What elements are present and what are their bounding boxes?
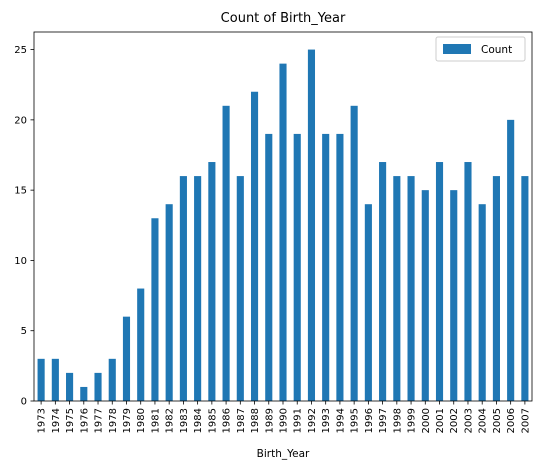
x-tick-label: 2002 bbox=[449, 408, 460, 433]
x-tick-label: 1983 bbox=[179, 408, 190, 433]
y-ticks-group: 0 5 10 15 20 25 bbox=[14, 45, 34, 408]
x-axis-label: Birth_Year bbox=[257, 448, 310, 460]
y-tick-label: 25 bbox=[14, 45, 27, 56]
x-tick-label: 2005 bbox=[492, 408, 503, 433]
bar-1999 bbox=[407, 176, 415, 401]
x-tick-label: 2007 bbox=[520, 408, 531, 433]
bar-2003 bbox=[464, 162, 472, 401]
chart-title: Count of Birth_Year bbox=[221, 11, 346, 26]
bars-group bbox=[37, 49, 529, 402]
bar-1984 bbox=[194, 176, 202, 401]
x-tick-label: 1993 bbox=[321, 408, 332, 433]
x-tick-label: 1987 bbox=[236, 408, 247, 433]
bar-1978 bbox=[108, 358, 116, 401]
x-tick-label: 1986 bbox=[222, 408, 233, 433]
bar-2004 bbox=[478, 204, 486, 401]
bar-1973 bbox=[37, 358, 45, 401]
bar-1980 bbox=[137, 288, 145, 401]
bar-1975 bbox=[66, 372, 74, 401]
x-tick-label: 2006 bbox=[506, 408, 517, 433]
bar-1986 bbox=[222, 105, 230, 402]
x-tick-label: 1990 bbox=[279, 408, 290, 433]
x-tick-label: 1998 bbox=[392, 408, 403, 433]
bar-2007 bbox=[521, 176, 529, 401]
bar-1982 bbox=[165, 204, 173, 401]
bar-1989 bbox=[265, 133, 273, 401]
bar-1987 bbox=[236, 176, 244, 401]
x-tick-label: 1975 bbox=[65, 408, 76, 433]
y-tick-label: 15 bbox=[14, 186, 27, 197]
legend-label: Count bbox=[481, 44, 512, 56]
x-tick-label: 1992 bbox=[307, 408, 318, 433]
bar-1993 bbox=[322, 133, 330, 401]
bar-1976 bbox=[80, 386, 88, 401]
x-tick-label: 1995 bbox=[350, 408, 361, 433]
x-tick-label: 1974 bbox=[51, 408, 62, 433]
bar-1981 bbox=[151, 218, 159, 401]
bar-1991 bbox=[293, 133, 301, 401]
x-tick-label: 1989 bbox=[264, 408, 275, 433]
bar-1992 bbox=[307, 49, 316, 401]
x-tick-label: 1997 bbox=[378, 408, 389, 433]
bar-1974 bbox=[51, 358, 59, 401]
bar-2006 bbox=[507, 119, 515, 401]
x-tick-label: 1996 bbox=[364, 408, 375, 433]
x-tick-label: 1984 bbox=[193, 408, 204, 433]
bar-1996 bbox=[364, 204, 372, 401]
x-tick-label: 1978 bbox=[108, 408, 119, 433]
x-tick-label: 1991 bbox=[293, 408, 304, 433]
x-tick-label: 2000 bbox=[421, 408, 432, 433]
x-tick-label: 1981 bbox=[150, 408, 161, 433]
x-tick-label: 1982 bbox=[165, 408, 176, 433]
x-tick-label: 1979 bbox=[122, 408, 133, 433]
x-tick-label: 2001 bbox=[435, 408, 446, 433]
bar-1977 bbox=[94, 372, 102, 401]
x-tick-label: 1985 bbox=[207, 408, 218, 433]
legend-frame bbox=[435, 36, 526, 62]
bar-1994 bbox=[336, 133, 344, 401]
bar-1998 bbox=[393, 176, 401, 401]
legend-swatch bbox=[443, 44, 471, 54]
bar-2002 bbox=[450, 190, 458, 401]
x-tick-label: 2004 bbox=[478, 408, 489, 433]
x-tick-label: 2003 bbox=[463, 408, 474, 433]
bar-2005 bbox=[492, 176, 500, 401]
bar-2000 bbox=[421, 190, 429, 401]
x-tick-label: 1988 bbox=[250, 408, 261, 433]
bar-1985 bbox=[208, 162, 216, 401]
x-tick-label: 1999 bbox=[407, 408, 418, 433]
x-tick-label: 1980 bbox=[136, 408, 147, 433]
y-tick-label: 20 bbox=[14, 115, 27, 126]
bar-1997 bbox=[379, 162, 387, 401]
bar-2001 bbox=[435, 162, 444, 401]
bar-1995 bbox=[350, 105, 358, 402]
bar-1990 bbox=[279, 63, 287, 401]
bar-1988 bbox=[250, 91, 259, 401]
y-tick-label: 10 bbox=[14, 256, 27, 267]
bar-1979 bbox=[122, 316, 131, 401]
bar-1983 bbox=[179, 176, 187, 401]
x-tick-label: 1977 bbox=[94, 408, 105, 433]
x-ticks-group: 1973 1974 1975 1976 1977 1978 1979 1980 1981 1982… bbox=[37, 401, 531, 433]
x-tick-label: 1973 bbox=[37, 408, 48, 433]
x-tick-label: 1994 bbox=[335, 408, 346, 433]
y-tick-label: 5 bbox=[21, 326, 27, 337]
legend: Count bbox=[435, 36, 526, 62]
y-tick-label: 0 bbox=[21, 397, 27, 408]
x-tick-label: 1976 bbox=[79, 408, 90, 433]
